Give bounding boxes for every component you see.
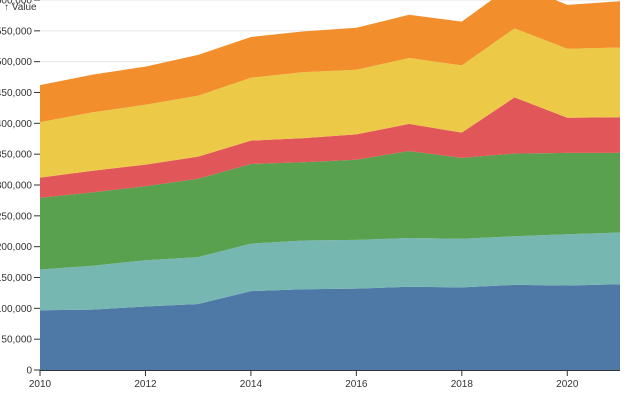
x-tick-label: 2010 <box>29 379 52 390</box>
area-series-3 <box>40 151 620 270</box>
area-series-6 <box>40 0 620 123</box>
y-tick-label: 0 <box>26 366 32 377</box>
area-series-2 <box>40 232 620 311</box>
y-tick-label: 250,000 <box>0 211 32 222</box>
y-tick-label: 150,000 <box>0 273 32 284</box>
x-axis-ticks: 2010 2012 2014 2016 2018 2020 <box>29 370 579 390</box>
x-tick-label: 2012 <box>134 379 157 390</box>
x-tick-label: 2020 <box>556 379 579 390</box>
area-series-1 <box>40 284 620 370</box>
y-tick-label: 300,000 <box>0 181 32 192</box>
y-tick-label: 600,000 <box>0 0 32 7</box>
y-tick-label: 350,000 <box>0 150 32 161</box>
y-tick-label: 200,000 <box>0 242 32 253</box>
y-tick-label: 550,000 <box>0 26 32 37</box>
y-tick-label: 50,000 <box>1 335 32 346</box>
y-axis-title: ↑ Value <box>4 2 37 13</box>
area-series-4 <box>40 97 620 198</box>
x-tick-label: 2014 <box>240 379 263 390</box>
y-tick-label: 500,000 <box>0 57 32 68</box>
y-tick-label: 450,000 <box>0 88 32 99</box>
area-series-5 <box>40 28 620 178</box>
area-series <box>40 0 620 370</box>
x-tick-label: 2018 <box>451 379 474 390</box>
y-tick-label: 400,000 <box>0 119 32 130</box>
y-tick-label: 100,000 <box>0 304 32 315</box>
y-axis-ticks: 0 50,000 100,000 150,000 200,000 250,000 300,0… <box>0 0 40 377</box>
x-tick-label: 2016 <box>345 379 368 390</box>
